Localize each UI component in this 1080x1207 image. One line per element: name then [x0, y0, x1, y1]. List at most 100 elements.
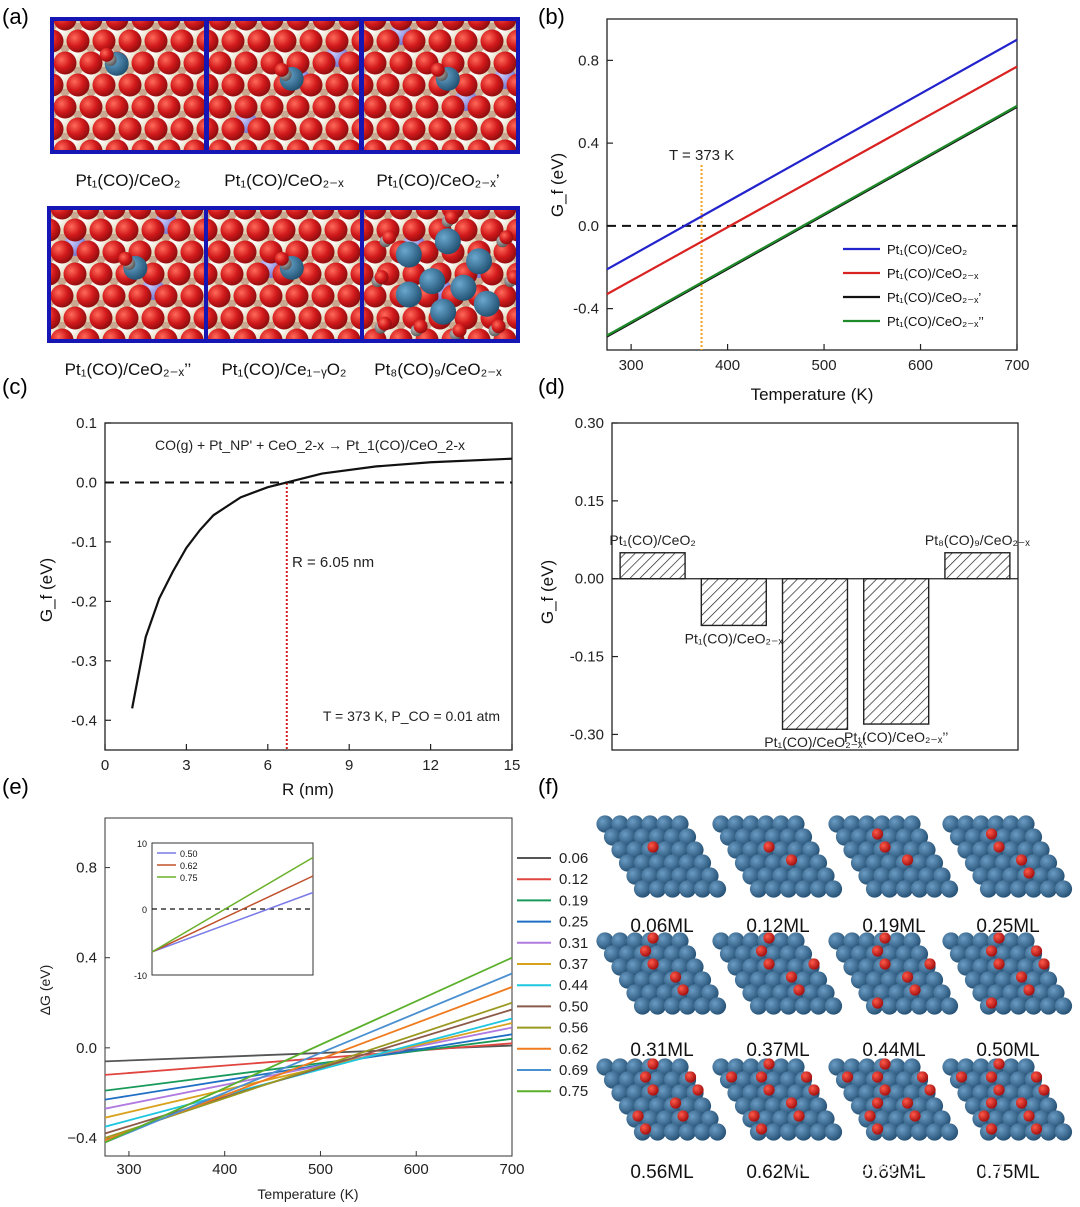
cerium-atom [351, 366, 373, 388]
cerium-atom [546, 344, 568, 366]
adsorbate-atom [864, 1110, 876, 1122]
oxygen-atom [196, 29, 206, 53]
surface-atom [764, 1123, 783, 1141]
structure-1 [28, 0, 207, 207]
surface-atom [972, 867, 990, 885]
surface-atom [1009, 880, 1028, 898]
oxygen-atom [167, 262, 191, 286]
cerium-atom [520, 212, 542, 234]
x-tick-label: 300 [619, 357, 644, 374]
coverage-structure-12 [942, 1058, 1073, 1141]
surface-atom [656, 932, 674, 950]
surface-atom [994, 1123, 1013, 1141]
surface-atom [903, 932, 921, 950]
surface-atom [933, 867, 951, 885]
surface-atom [734, 828, 753, 846]
oxygen-atom [102, 328, 126, 341]
oxygen-atom [193, 262, 206, 286]
x-tick-label: 400 [212, 1161, 237, 1178]
surface-atom [1047, 1110, 1065, 1128]
surface-atom [787, 958, 805, 976]
oxygen-atom [312, 51, 336, 75]
oxygen-atom [259, 328, 283, 341]
surface-atom [1002, 1084, 1020, 1102]
surface-atom [817, 1110, 835, 1128]
surface-atom [611, 1058, 629, 1076]
y-tick-label: −0.4 [67, 1130, 97, 1147]
oxygen-atom [363, 19, 387, 31]
oxygen-atom [131, 51, 155, 75]
plot-frame [611, 422, 1019, 751]
oxygen-atom [481, 0, 504, 9]
surface-atom [648, 997, 667, 1015]
oxygen-atom [41, 0, 64, 9]
adsorbate-atom [669, 1097, 682, 1109]
surface-atom [779, 997, 798, 1015]
oxygen-atom [507, 351, 530, 374]
x-tick-label: 3 [182, 757, 190, 774]
surface-atom [618, 854, 637, 872]
adsorbate-atom [879, 932, 891, 944]
oxygen-atom [311, 208, 335, 220]
oxygen-atom [170, 29, 194, 53]
oxygen-atom [194, 175, 217, 198]
structure-5 [206, 208, 373, 388]
oxygen-atom [415, 95, 439, 119]
x-tick-label: 500 [812, 357, 837, 374]
surface-atom [1002, 1110, 1020, 1128]
oxygen-atom [208, 139, 232, 152]
surface-atom [1009, 997, 1028, 1015]
surface-atom [663, 997, 682, 1015]
oxygen-atom [170, 117, 194, 141]
cerium-atom [28, 111, 50, 133]
surface-atom [910, 1123, 929, 1141]
surface-atom [964, 945, 983, 963]
oxygen-atom [66, 29, 90, 53]
plot-frame [104, 817, 513, 1157]
surface-atom [850, 1097, 869, 1115]
surface-atom [794, 828, 813, 846]
surface-atom [933, 1110, 951, 1128]
y-tick-label: 0.0 [76, 1040, 97, 1057]
surface-atom [626, 867, 644, 885]
surface-atom [925, 1097, 944, 1115]
cerium-atom [194, 366, 216, 388]
oxygen-atom [38, 351, 61, 374]
oxygen-atom [325, 117, 349, 141]
surface-atom [663, 828, 682, 846]
adsorbate-atom [1023, 984, 1035, 996]
surface-atom [957, 958, 975, 976]
surface-atom [693, 854, 712, 872]
coverage-label: 0.37ML [746, 1040, 809, 1061]
surface-atom [802, 841, 820, 859]
y-tick-label: 0.4 [76, 950, 97, 967]
surface-atom [858, 958, 876, 976]
oxygen-atom [286, 139, 310, 152]
adsorbate-atom [755, 1071, 768, 1083]
legend-label: Pt₁(CO)/CeO₂₋ₓ’ [887, 290, 981, 305]
surface-atom [794, 854, 813, 872]
oxygen-atom [220, 306, 244, 330]
series-0.12 [105, 1042, 512, 1076]
cerium-atom [25, 256, 47, 278]
oxygen-atom [184, 184, 207, 207]
surface-atom [880, 1123, 899, 1141]
cerium-atom [533, 133, 555, 155]
y-axis-label: G_f (eV) [548, 153, 567, 217]
surface-atom [850, 971, 869, 989]
oxygen-atom [506, 73, 518, 97]
co-oxygen-atom [452, 323, 467, 338]
oxygen-atom [248, 0, 271, 9]
cerium-atom [520, 111, 542, 133]
surface-atom [957, 932, 975, 950]
surface-atom [858, 1058, 876, 1076]
legend-label: 0.06 [559, 850, 588, 867]
coverage-structure-10 [712, 1058, 843, 1141]
surface-atom [910, 971, 929, 989]
surface-atom [865, 971, 884, 989]
oxygen-atom [520, 52, 543, 75]
surface-atom [772, 984, 790, 1002]
oxygen-atom [325, 0, 348, 9]
surface-atom [994, 1097, 1013, 1115]
caption-a-4: Pt₁(CO)/CeO₂₋ₓ’’ [65, 360, 192, 379]
